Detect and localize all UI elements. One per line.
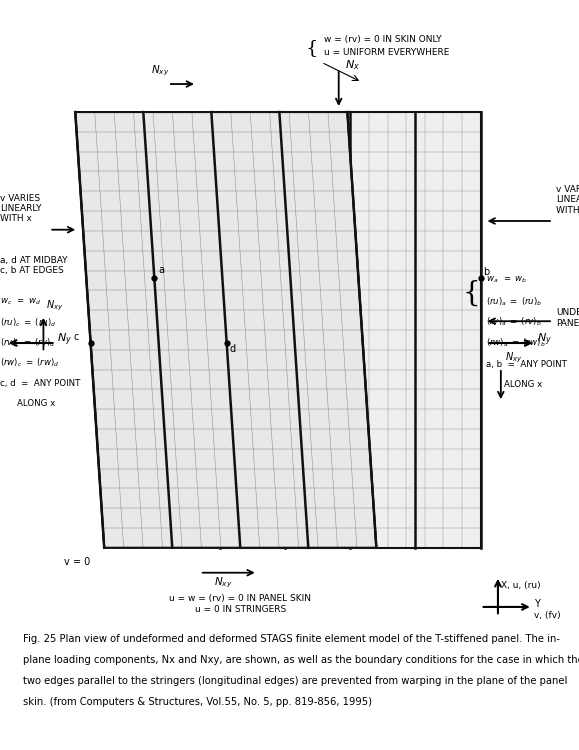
Text: two edges parallel to the stringers (longitudinal edges) are prevented from warp: two edges parallel to the stringers (lon… xyxy=(23,676,567,686)
Text: $w_c\;\;=\;w_d$: $w_c\;\;=\;w_d$ xyxy=(0,296,41,307)
Text: c, d  =  ANY POINT: c, d = ANY POINT xyxy=(0,379,80,388)
Text: $(ru)_c\;=\;(ru)_d$: $(ru)_c\;=\;(ru)_d$ xyxy=(0,316,56,328)
Text: b: b xyxy=(483,266,489,277)
Text: $(rv)_c\;=\;(rv)_d$: $(rv)_c\;=\;(rv)_d$ xyxy=(0,336,56,349)
Text: X, u, (ru): X, u, (ru) xyxy=(501,580,540,590)
Text: $N_{xy}$: $N_{xy}$ xyxy=(505,350,523,364)
Text: ALONG x: ALONG x xyxy=(504,380,542,389)
Text: a, b  =  ANY POINT: a, b = ANY POINT xyxy=(486,360,567,369)
Text: $N_{xy}$: $N_{xy}$ xyxy=(151,64,169,78)
Text: a: a xyxy=(158,265,164,274)
Text: $N_x$: $N_x$ xyxy=(345,58,360,72)
Text: ALONG x: ALONG x xyxy=(17,399,56,408)
Text: $(rw)_a\;=\;(rw)_b$: $(rw)_a\;=\;(rw)_b$ xyxy=(486,336,546,349)
Text: d: d xyxy=(229,344,236,354)
Text: {: { xyxy=(306,39,318,57)
Text: Fig. 25 Plan view of undeformed and deformed STAGS finite element model of the T: Fig. 25 Plan view of undeformed and defo… xyxy=(23,634,560,644)
Text: v = 0: v = 0 xyxy=(64,557,90,567)
Text: $w_a\;\;=\;w_b$: $w_a\;\;=\;w_b$ xyxy=(486,274,527,285)
Text: w = (rv) = 0 IN SKIN ONLY: w = (rv) = 0 IN SKIN ONLY xyxy=(324,34,442,44)
Text: Y: Y xyxy=(534,598,540,609)
Text: a, d AT MIDBAY
c, b AT EDGES: a, d AT MIDBAY c, b AT EDGES xyxy=(0,256,68,275)
Text: UNDEFORMED
PANEL: UNDEFORMED PANEL xyxy=(556,308,579,328)
Text: v VARIES
LINEARLY
WITH x: v VARIES LINEARLY WITH x xyxy=(556,185,579,214)
Text: $N_{xy}$: $N_{xy}$ xyxy=(214,576,232,590)
Text: u = w = (rv) = 0 IN PANEL SKIN
u = 0 IN STRINGERS: u = w = (rv) = 0 IN PANEL SKIN u = 0 IN … xyxy=(169,595,312,614)
Text: v VARIES
LINEARLY
WITH x: v VARIES LINEARLY WITH x xyxy=(0,194,42,224)
Text: skin. (from Computers & Structures, Vol.55, No. 5, pp. 819-856, 1995): skin. (from Computers & Structures, Vol.… xyxy=(23,697,372,706)
Text: $N_{xy}$: $N_{xy}$ xyxy=(46,298,64,313)
Text: $(ru)_a\;=\;(ru)_b$: $(ru)_a\;=\;(ru)_b$ xyxy=(486,295,543,307)
Text: $N_y$: $N_y$ xyxy=(57,332,72,348)
Text: $(rv)_a\;=\;(rv)_b$: $(rv)_a\;=\;(rv)_b$ xyxy=(486,316,542,328)
Text: u = UNIFORM EVERYWHERE: u = UNIFORM EVERYWHERE xyxy=(324,49,450,58)
Text: c: c xyxy=(74,332,79,342)
Text: plane loading components, Nx and Nxy, are shown, as well as the boundary conditi: plane loading components, Nx and Nxy, ar… xyxy=(23,655,579,664)
Text: $N_y$: $N_y$ xyxy=(537,332,552,348)
Text: v, (fv): v, (fv) xyxy=(534,610,560,620)
Text: {: { xyxy=(463,280,481,307)
Text: $(rw)_c\;=\;(rw)_d$: $(rw)_c\;=\;(rw)_d$ xyxy=(0,356,60,368)
Polygon shape xyxy=(75,112,376,548)
Polygon shape xyxy=(220,112,481,548)
